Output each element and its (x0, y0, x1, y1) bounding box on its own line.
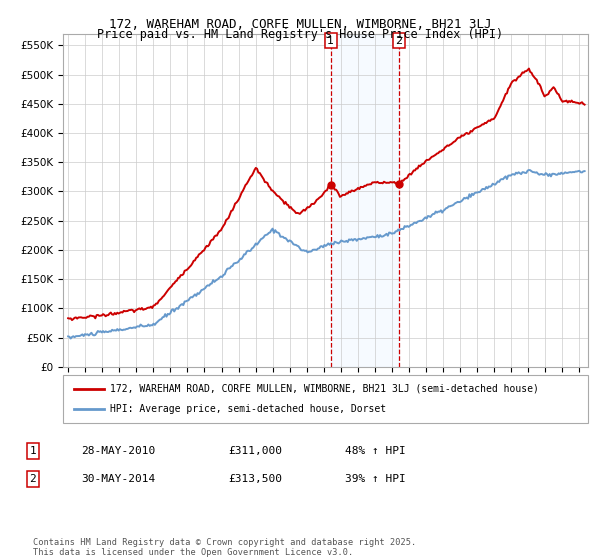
Text: 30-MAY-2014: 30-MAY-2014 (81, 474, 155, 484)
Text: £313,500: £313,500 (228, 474, 282, 484)
Text: 2: 2 (395, 36, 403, 45)
Text: £311,000: £311,000 (228, 446, 282, 456)
Text: 1: 1 (327, 36, 334, 45)
Text: 39% ↑ HPI: 39% ↑ HPI (345, 474, 406, 484)
Text: 28-MAY-2010: 28-MAY-2010 (81, 446, 155, 456)
Text: HPI: Average price, semi-detached house, Dorset: HPI: Average price, semi-detached house,… (110, 404, 386, 414)
Text: 172, WAREHAM ROAD, CORFE MULLEN, WIMBORNE, BH21 3LJ (semi-detached house): 172, WAREHAM ROAD, CORFE MULLEN, WIMBORN… (110, 384, 539, 394)
Text: 172, WAREHAM ROAD, CORFE MULLEN, WIMBORNE, BH21 3LJ: 172, WAREHAM ROAD, CORFE MULLEN, WIMBORN… (109, 18, 491, 31)
Text: 2: 2 (29, 474, 37, 484)
Bar (331, 34, 399, 367)
Text: Contains HM Land Registry data © Crown copyright and database right 2025.
This d: Contains HM Land Registry data © Crown c… (33, 538, 416, 557)
Text: Price paid vs. HM Land Registry's House Price Index (HPI): Price paid vs. HM Land Registry's House … (97, 28, 503, 41)
Text: 1: 1 (29, 446, 37, 456)
Text: 48% ↑ HPI: 48% ↑ HPI (345, 446, 406, 456)
